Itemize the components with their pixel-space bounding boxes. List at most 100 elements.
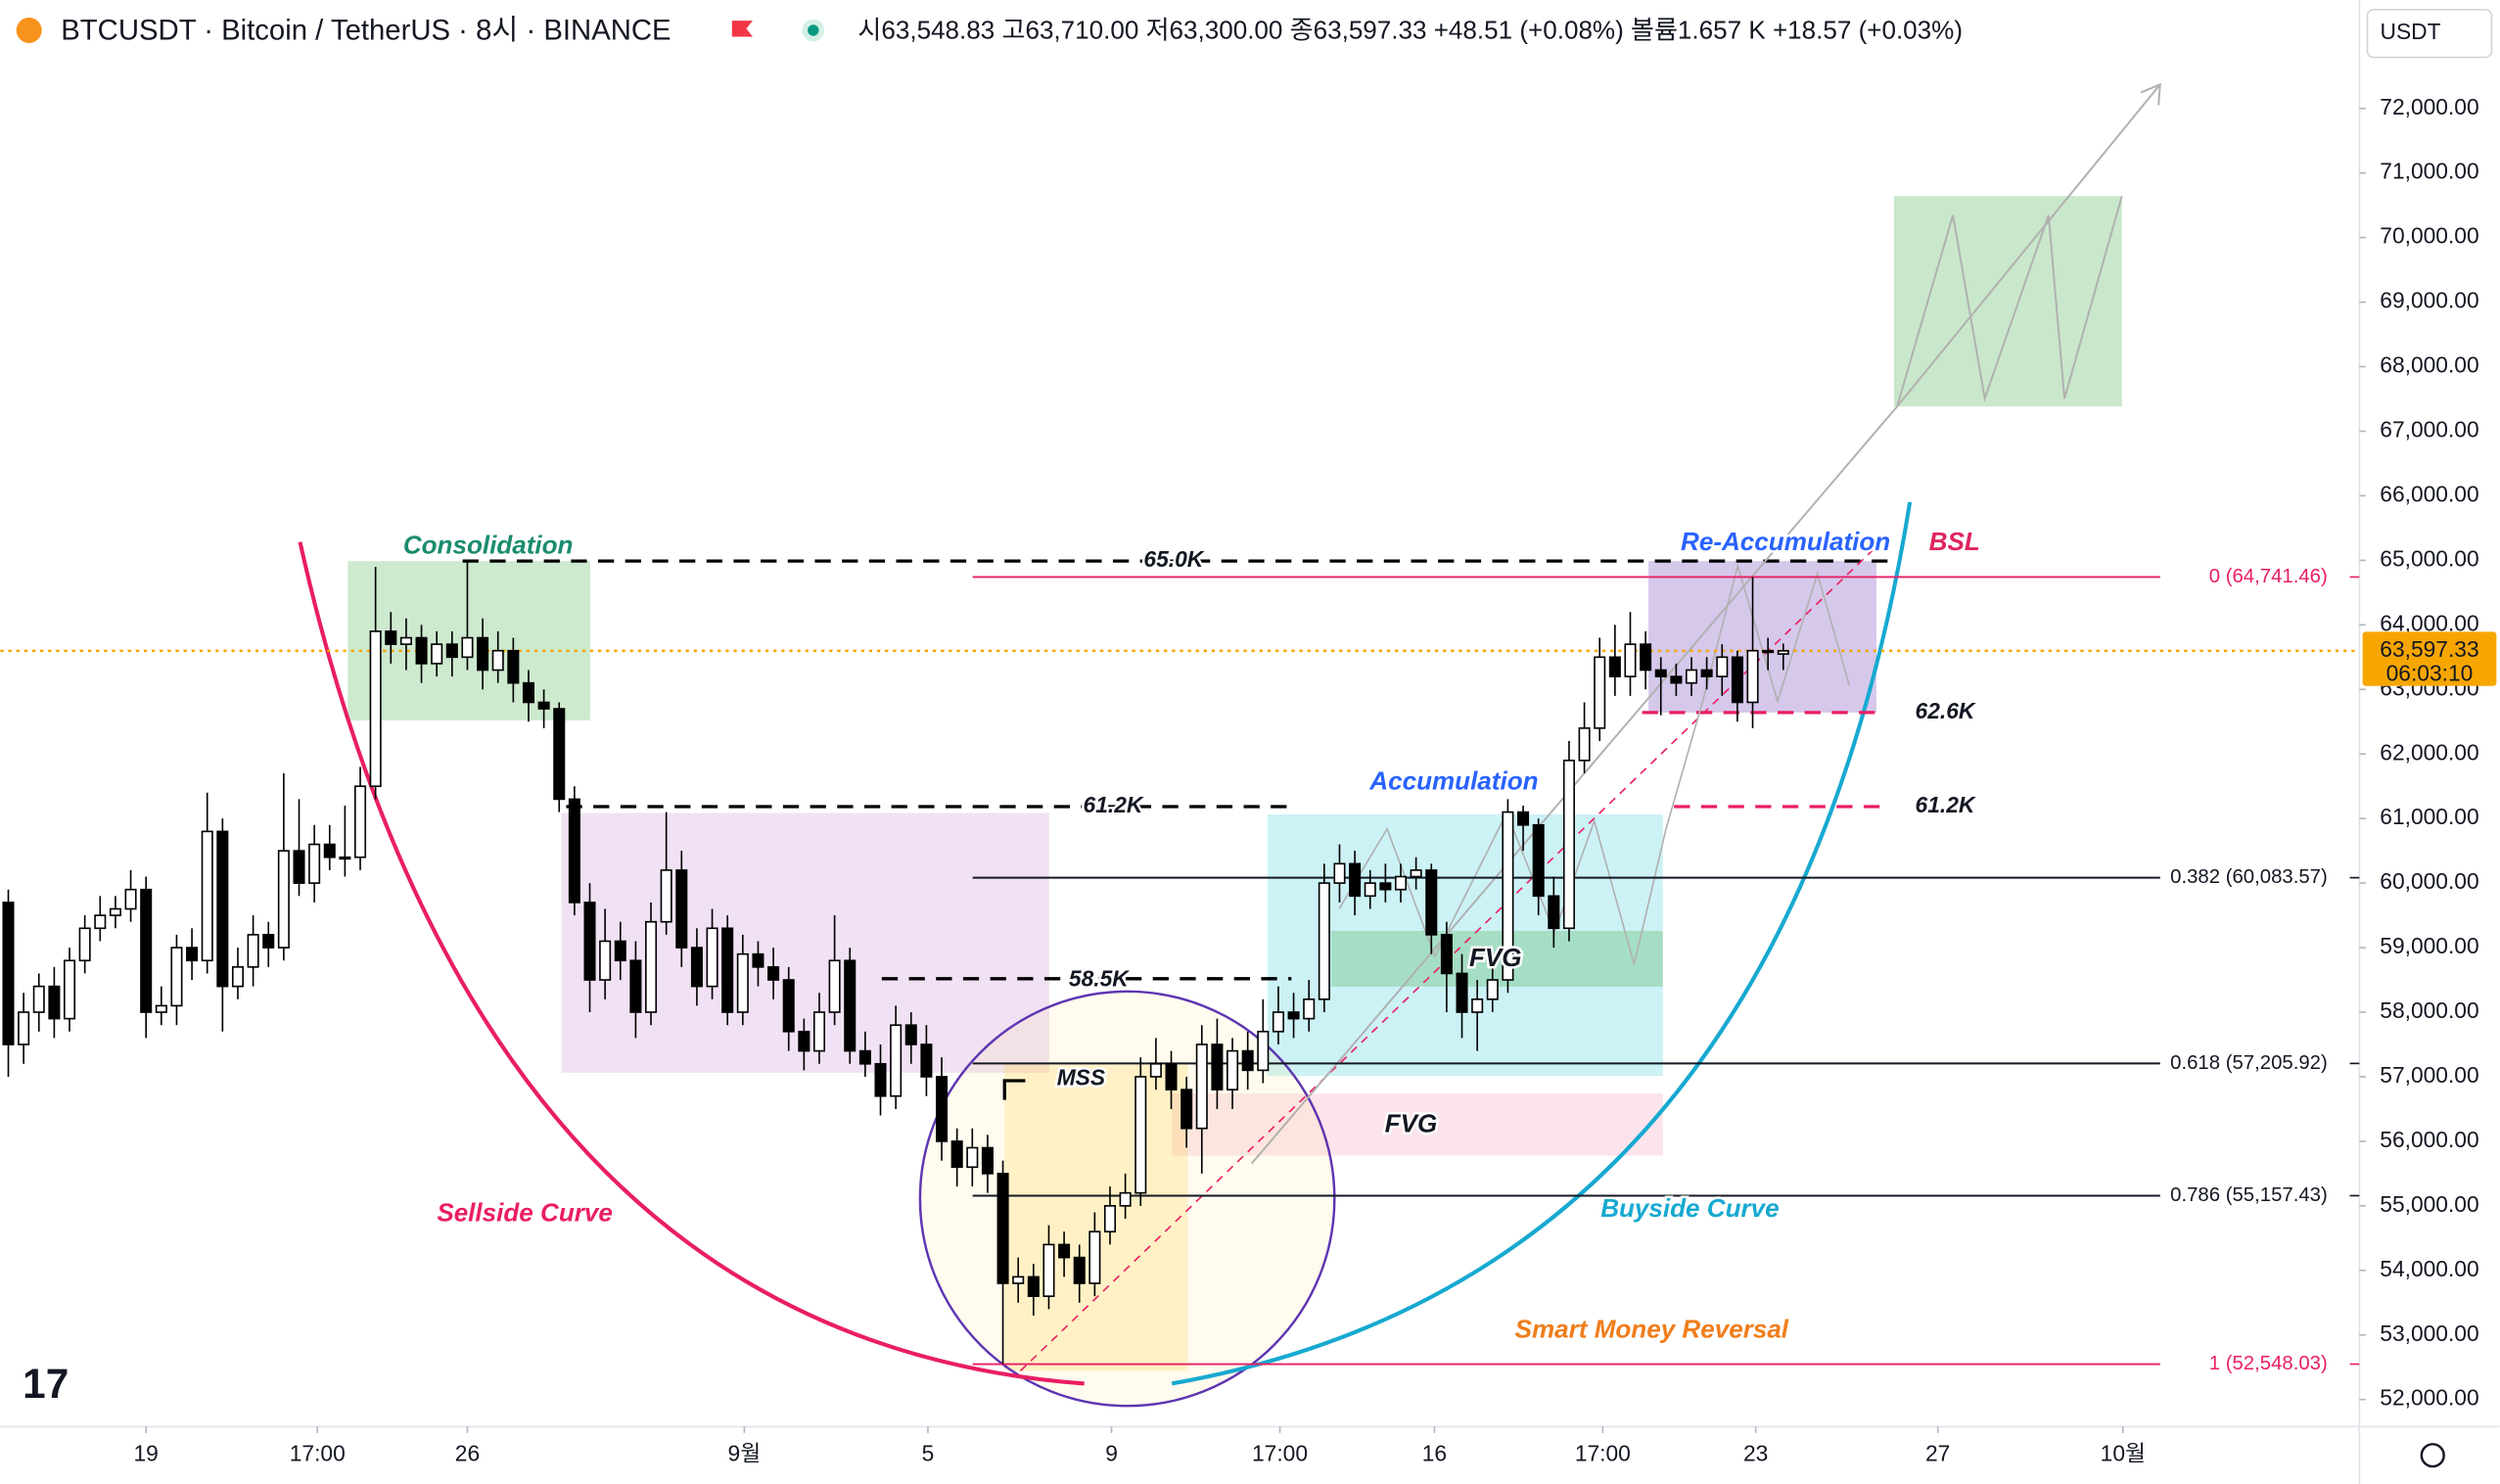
candle-body	[537, 701, 550, 710]
candle-body	[124, 888, 137, 910]
y-tick-label: 62,000.00	[2380, 739, 2478, 765]
annotation: Buyside Curve	[1600, 1193, 1779, 1223]
annotation: MSS	[1057, 1064, 1105, 1090]
candle-body	[1517, 811, 1530, 826]
y-tick-label: 55,000.00	[2380, 1191, 2478, 1217]
candle-body	[369, 630, 382, 788]
candle-body	[1227, 1049, 1239, 1090]
candle-body	[1502, 811, 1514, 981]
candle-body	[155, 1004, 167, 1013]
annotation: 65.0K	[1143, 546, 1204, 572]
candle-body	[1548, 895, 1560, 930]
candle-body	[660, 869, 672, 923]
candle-body	[1746, 649, 1759, 704]
candle-body	[293, 850, 305, 884]
logo: 17	[23, 1361, 69, 1407]
candle-body	[1410, 869, 1422, 878]
candle-body	[231, 966, 245, 988]
candle-body	[431, 643, 443, 665]
candle-body	[1670, 675, 1683, 684]
candle-body	[858, 1049, 871, 1065]
accumulation-zone	[1267, 814, 1663, 1077]
currency-button[interactable]	[2366, 8, 2493, 59]
candle-body	[828, 959, 841, 1013]
candle-body	[599, 940, 612, 981]
candle-body	[1042, 1243, 1055, 1297]
candle-body	[247, 934, 259, 968]
candle-body	[629, 959, 642, 1013]
annotation: Consolidation	[403, 530, 574, 559]
candle-body	[461, 636, 474, 659]
x-tick-label: 9월	[728, 1441, 762, 1466]
fvg-zone	[1172, 1093, 1663, 1156]
annotation: Smart Money Reversal	[1515, 1315, 1789, 1344]
fib-label: 0.618 (57,205.92)	[2170, 1052, 2328, 1074]
candle-body	[277, 850, 290, 949]
projection-zigzag	[1338, 563, 1851, 965]
x-tick-label: 10월	[2101, 1441, 2146, 1466]
projection-arrow	[2140, 82, 2161, 106]
candle-body	[1134, 1076, 1147, 1194]
candle-body	[1640, 643, 1652, 672]
settings-icon[interactable]	[2420, 1443, 2445, 1468]
candle-body	[1394, 875, 1408, 891]
candle-body	[1318, 882, 1330, 1000]
y-tick-label: 56,000.00	[2380, 1127, 2478, 1152]
candle-body	[890, 1024, 903, 1097]
candle-body	[1333, 862, 1346, 884]
quote-info: 시63,548.83 고63,710.00 저63,300.00 종63,597…	[857, 15, 1963, 44]
projection	[1896, 83, 2161, 407]
candle-body	[1303, 998, 1316, 1020]
candle-body	[904, 1024, 917, 1045]
candle-body	[1241, 1049, 1254, 1072]
x-tick-label: 17:00	[1575, 1441, 1631, 1466]
fib-label: 0 (64,741.46)	[2209, 566, 2328, 587]
candle-body	[844, 959, 856, 1052]
candle-body	[721, 927, 734, 1013]
candle-body	[399, 636, 412, 645]
candle-body	[1624, 643, 1637, 677]
y-tick-label: 59,000.00	[2380, 933, 2478, 958]
candle-body	[782, 979, 795, 1033]
currency-label[interactable]: USDT	[2381, 19, 2441, 44]
x-tick-label: 17:00	[1252, 1441, 1308, 1466]
y-tick-label: 70,000.00	[2380, 223, 2478, 249]
candle-body	[1471, 998, 1484, 1013]
candle-body	[675, 869, 688, 949]
candle-body	[201, 830, 213, 962]
x-tick-label: 27	[1925, 1441, 1950, 1466]
target-zone	[1893, 196, 2122, 407]
candle-body	[1594, 656, 1606, 729]
countdown-label: 06:03:10	[2386, 660, 2474, 685]
symbol-title: BTCUSDT · Bitcoin / TetherUS · 8시 · BINA…	[61, 14, 671, 46]
y-tick-label: 57,000.00	[2380, 1062, 2478, 1088]
y-tick-label: 58,000.00	[2380, 997, 2478, 1023]
sellside-curve	[298, 541, 1085, 1386]
candle-body	[568, 798, 580, 904]
annotation: 62.6K	[1916, 698, 1976, 723]
y-tick-label: 71,000.00	[2380, 159, 2478, 184]
candle-body	[1532, 823, 1545, 898]
range-zone	[561, 812, 1049, 1073]
annotation: FVG	[1469, 943, 1522, 972]
x-tick-label: 5	[922, 1441, 935, 1466]
candle-body	[522, 681, 535, 704]
annotation: 61.2K	[1084, 792, 1144, 817]
annotation: FVG	[1385, 1108, 1438, 1137]
candle-body	[354, 785, 367, 858]
candle-body	[109, 907, 121, 916]
candle-body	[553, 708, 566, 801]
candle-body	[1562, 760, 1575, 930]
x-tick-label: 26	[455, 1441, 480, 1466]
candle-body	[996, 1173, 1009, 1284]
candle-body	[1287, 1011, 1300, 1020]
fib-label: 0.786 (55,157.43)	[2170, 1184, 2328, 1206]
candle-body	[920, 1043, 933, 1078]
y-tick-label: 69,000.00	[2380, 288, 2478, 313]
candle-body	[1731, 656, 1743, 704]
candle-body	[950, 1140, 963, 1169]
candle-body	[339, 856, 351, 860]
y-tick-label: 60,000.00	[2380, 868, 2478, 894]
candle-body	[614, 940, 626, 962]
